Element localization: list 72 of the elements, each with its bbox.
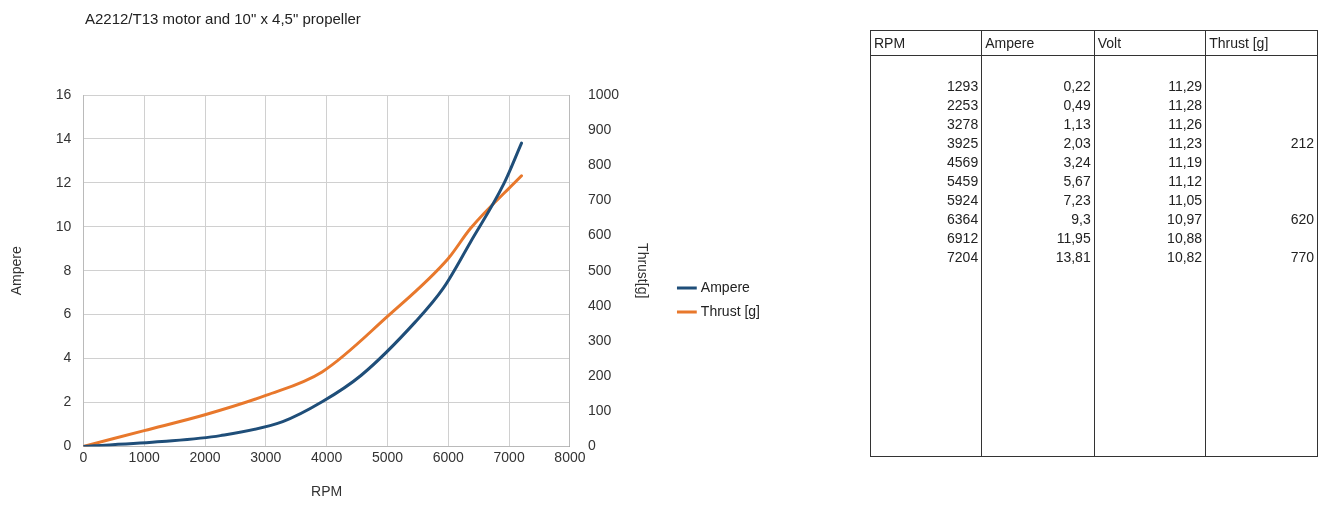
- text: 0,22: [1063, 77, 1091, 94]
- text: 2,03: [1063, 134, 1091, 151]
- text: 3278: [947, 115, 979, 132]
- x-tick-label: 5000: [371, 448, 404, 465]
- text: 13,81: [1055, 248, 1091, 265]
- x-tick-label: 6000: [432, 448, 465, 465]
- x-tick-label: 0: [79, 448, 88, 465]
- text: 11,12: [1168, 172, 1203, 189]
- y-tick-label: 6: [63, 305, 72, 322]
- y2-tick-label: 400: [587, 296, 612, 313]
- y-tick-label: 8: [63, 261, 72, 278]
- y-tick-label: 16: [55, 85, 72, 102]
- legend-label: Ampere: [700, 278, 751, 295]
- text: 5924: [947, 191, 979, 208]
- text: 10,88: [1167, 229, 1203, 246]
- y2-tick-label: 500: [587, 261, 612, 278]
- category-label: Thrust [g]: [1205, 30, 1318, 56]
- category-label: Volt: [1094, 30, 1206, 56]
- x-tick-label: 2000: [189, 448, 221, 465]
- x-tick-label: 3000: [250, 448, 282, 465]
- y2-tick-label: 200: [587, 366, 612, 383]
- text: 7204: [947, 248, 979, 265]
- text: 3925: [947, 134, 979, 151]
- y2-tick-label: 0: [587, 437, 596, 454]
- text: 11,05: [1168, 191, 1203, 208]
- x-tick-label: 7000: [493, 448, 525, 465]
- text: 11,23: [1168, 134, 1203, 151]
- y-tick-label: 14: [55, 129, 72, 146]
- text: 7,23: [1063, 191, 1091, 208]
- text: 5459: [947, 172, 979, 189]
- text: 1293: [947, 77, 979, 94]
- text: 6912: [947, 229, 979, 246]
- text: 2253: [947, 96, 979, 113]
- text: 6364: [947, 210, 979, 227]
- text: 4569: [947, 153, 979, 170]
- y2-tick-label: 800: [587, 156, 612, 173]
- y2-tick-label: 900: [587, 121, 612, 137]
- y-tick-label: 0: [63, 437, 72, 454]
- category-label: Ampere: [981, 30, 1095, 56]
- legend-label: Thrust [g]: [700, 302, 761, 319]
- text: 11,29: [1168, 77, 1203, 94]
- text: 11,19: [1168, 153, 1203, 170]
- y-tick-label: 2: [63, 393, 72, 410]
- text: 1,13: [1063, 115, 1091, 132]
- chart-title: A2212/T13 motor and 10" x 4,5" propeller: [85, 10, 361, 27]
- text: 10,97: [1167, 210, 1203, 227]
- category-label: RPM: [870, 30, 982, 56]
- x-axis-title: RPM: [311, 483, 343, 500]
- text: 3,24: [1063, 153, 1091, 170]
- text: 620: [1290, 210, 1314, 227]
- x-tick-label: 4000: [311, 448, 343, 465]
- y-tick-label: 10: [55, 217, 72, 234]
- x-tick-label: 1000: [128, 448, 160, 465]
- text: 11,28: [1168, 96, 1203, 113]
- y2-tick-label: 600: [587, 226, 612, 243]
- y2-tick-label: 100: [587, 402, 612, 419]
- text: 5,67: [1063, 172, 1091, 189]
- text: 10,82: [1167, 248, 1203, 265]
- x-tick-label: 8000: [554, 448, 586, 465]
- y2-axis-title: Thrust[g]: [634, 243, 651, 299]
- text: 9,3: [1071, 210, 1091, 227]
- y-axis-title: Ampere: [8, 245, 25, 296]
- text: 11,26: [1168, 115, 1203, 132]
- text: 0,49: [1063, 96, 1091, 113]
- y2-tick-label: 300: [587, 331, 612, 348]
- text: 770: [1290, 248, 1314, 265]
- y2-tick-label: 1000: [587, 85, 620, 102]
- y2-tick-label: 700: [587, 191, 612, 208]
- y-tick-label: 12: [55, 173, 72, 190]
- y-tick-label: 4: [63, 349, 72, 366]
- text: 11,95: [1056, 229, 1091, 246]
- text: 212: [1290, 134, 1314, 151]
